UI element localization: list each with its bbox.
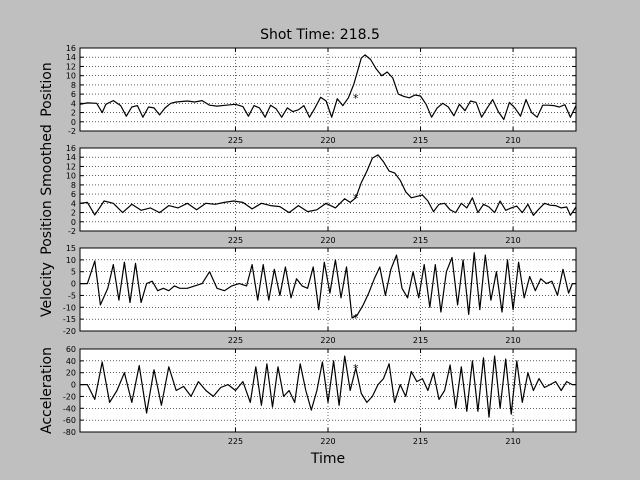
y-tick-label: 16	[66, 144, 76, 153]
x-tick-label: 220	[320, 336, 335, 345]
series-line	[80, 355, 576, 418]
shot-time-marker: *	[353, 192, 359, 205]
y-tick-label: -80	[63, 428, 76, 437]
x-tick-label: 210	[505, 336, 520, 345]
series-line	[79, 54, 577, 121]
y-axis-label: Acceleration	[39, 347, 55, 434]
y-axis-label: Position	[39, 62, 55, 117]
x-tick-label: 210	[505, 236, 520, 245]
x-tick-label: 210	[505, 136, 520, 145]
y-tick-label: 10	[66, 172, 76, 181]
y-tick-label: 10	[66, 256, 76, 265]
y-tick-label: 10	[66, 72, 76, 81]
y-tick-label: 40	[66, 357, 76, 366]
y-tick-label: 6	[71, 90, 76, 99]
y-tick-label: 5	[71, 268, 76, 277]
x-tick-label: 215	[413, 336, 428, 345]
y-tick-label: 4	[71, 199, 76, 208]
y-tick-label: 16	[66, 44, 76, 53]
y-tick-label: -20	[63, 392, 76, 401]
x-tick-label: 225	[228, 437, 243, 446]
y-tick-label: -10	[63, 303, 76, 312]
y-axis-label: Velocity	[39, 262, 55, 317]
y-tick-label: 12	[66, 162, 76, 171]
x-tick-label: 210	[505, 437, 520, 446]
shot-time-marker: *	[353, 312, 359, 325]
subplot-3: * 225 220 215 210 -20 -15 -10 -5 0 5 10 15 Velocity	[39, 244, 577, 345]
y-tick-label: 2	[71, 109, 76, 118]
y-tick-label: 60	[66, 345, 76, 354]
shot-time-marker: *	[353, 92, 359, 105]
y-tick-label: 4	[71, 99, 76, 108]
y-tick-label: 6	[71, 190, 76, 199]
y-tick-label: 8	[71, 81, 76, 90]
y-tick-label: 0	[71, 218, 76, 227]
y-tick-label: 0	[71, 118, 76, 127]
y-tick-label: 14	[66, 153, 76, 162]
y-tick-label: 12	[66, 62, 76, 71]
subplot-4: * 225 220 215 210 -80 -60 -40 -20 0 20 40 60 Accelera…	[39, 345, 577, 446]
y-tick-label: -2	[68, 127, 76, 136]
x-tick-label: 225	[228, 336, 243, 345]
x-tick-label: 225	[228, 136, 243, 145]
shot-time-marker: *	[353, 362, 359, 375]
figure-title: Shot Time: 218.5	[260, 27, 380, 43]
x-tick-label: 215	[413, 236, 428, 245]
y-tick-label: -5	[68, 291, 76, 300]
x-tick-label: 220	[320, 437, 335, 446]
y-tick-label: 0	[71, 280, 76, 289]
x-tick-label: 215	[413, 136, 428, 145]
y-tick-label: -20	[63, 327, 76, 336]
y-tick-label: 8	[71, 181, 76, 190]
y-tick-label: -40	[63, 404, 76, 413]
x-tick-label: 220	[320, 136, 335, 145]
series-line	[79, 154, 577, 216]
y-tick-label: -2	[68, 227, 76, 236]
y-tick-label: -15	[63, 315, 76, 324]
y-tick-label: 0	[71, 381, 76, 390]
subplot-stack: *225 220 215 210-20246810121416Position*225…	[39, 44, 577, 446]
series-line	[80, 252, 576, 319]
x-tick-label: 215	[413, 437, 428, 446]
y-tick-label: 15	[66, 244, 76, 253]
y-tick-label: -60	[63, 416, 76, 425]
y-tick-label: 2	[71, 209, 76, 218]
y-tick-label: 14	[66, 53, 76, 62]
x-tick-label: 225	[228, 236, 243, 245]
y-tick-label: 20	[66, 369, 76, 378]
x-axis-label: Time	[310, 451, 345, 467]
x-tick-label: 220	[320, 236, 335, 245]
y-axis-label: Position Smoothed	[39, 124, 55, 254]
